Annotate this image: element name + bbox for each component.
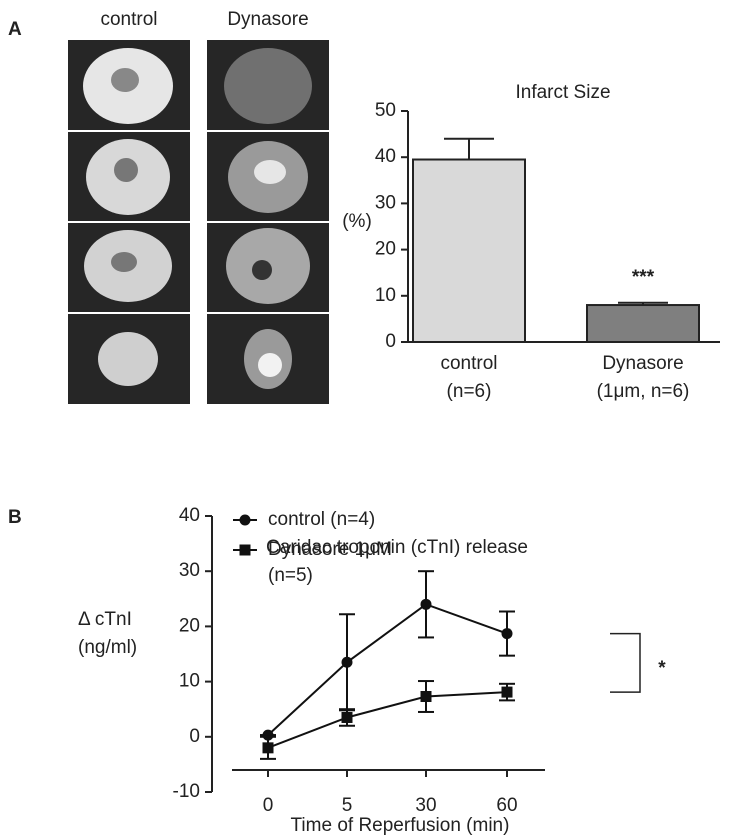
y-tick-label: 0 xyxy=(385,331,396,352)
panel-label: B xyxy=(8,507,22,528)
y-tick-label: 10 xyxy=(179,671,200,692)
image-column-label: Dynasore xyxy=(227,9,308,30)
y-tick-label: 40 xyxy=(375,146,396,167)
point xyxy=(341,656,353,668)
chart-title: Caridac troponin (cTnI) release xyxy=(266,537,528,558)
heart-images xyxy=(68,40,329,404)
y-tick-label: 30 xyxy=(375,192,396,213)
legend-label: Dynasore 1μM (n=5) xyxy=(268,539,392,586)
x-tick-label: 0 xyxy=(263,795,274,816)
line xyxy=(267,691,508,749)
y-tick-label: 20 xyxy=(375,239,396,260)
significance-label: * xyxy=(658,658,666,679)
image-dividers xyxy=(68,130,329,314)
point xyxy=(420,691,432,703)
panel-label: A xyxy=(8,19,22,40)
x-tick-label: 5 xyxy=(342,795,353,816)
heart-slices xyxy=(83,48,312,389)
y-tick-label: 30 xyxy=(179,560,200,581)
y-tick-label: 10 xyxy=(375,285,396,306)
legend-marker xyxy=(239,544,251,556)
y-tick-label: 20 xyxy=(179,615,200,636)
legend-label: control (n=4) xyxy=(268,509,375,530)
x-tick-label: 60 xyxy=(496,795,517,816)
point xyxy=(262,729,274,741)
y-axis-label: Δ cTnI (ng/ml) xyxy=(78,609,137,658)
y-tick-label: 0 xyxy=(189,726,200,747)
significance-label: *** xyxy=(632,267,655,288)
point xyxy=(262,742,274,754)
x-tick-label: Dynasore (1μm, n=6) xyxy=(597,353,690,402)
image-column-label: control xyxy=(100,9,157,30)
y-axis-label: (%) xyxy=(342,211,372,232)
x-tick-label: control (n=6) xyxy=(440,353,497,402)
bar xyxy=(586,304,700,344)
point xyxy=(501,628,513,640)
chart-title: Infarct Size xyxy=(515,82,610,103)
legend-marker xyxy=(239,514,251,526)
x-axis-label: Time of Reperfusion (min) xyxy=(291,815,510,836)
bar xyxy=(412,158,526,343)
point xyxy=(341,711,353,723)
significance-bracket xyxy=(610,632,641,693)
point xyxy=(501,686,513,698)
y-tick-label: 50 xyxy=(375,100,396,121)
y-tick-label: -10 xyxy=(173,781,200,802)
line xyxy=(267,603,508,736)
y-tick-label: 40 xyxy=(179,505,200,526)
point xyxy=(420,598,432,610)
x-tick-label: 30 xyxy=(415,795,436,816)
